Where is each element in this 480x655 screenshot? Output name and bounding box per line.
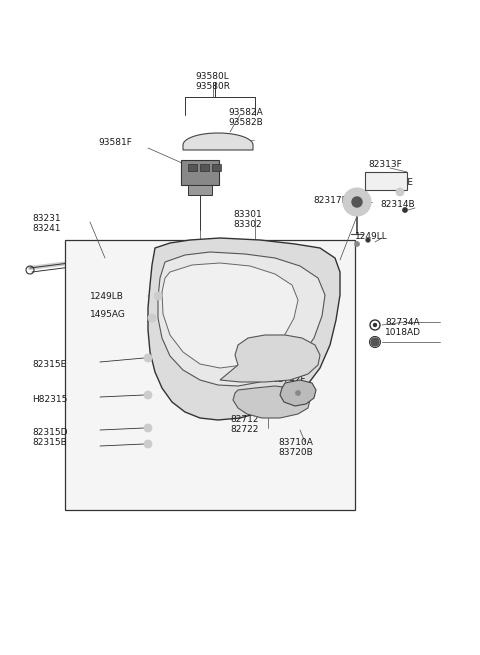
Polygon shape: [183, 133, 253, 150]
Bar: [365, 172, 407, 190]
Text: 93582A
93582B: 93582A 93582B: [228, 108, 263, 128]
Circle shape: [373, 324, 376, 326]
Polygon shape: [162, 263, 298, 368]
Bar: [188, 185, 212, 195]
Circle shape: [371, 338, 379, 346]
Polygon shape: [148, 238, 340, 420]
Text: 82315D
82315B: 82315D 82315B: [32, 428, 68, 447]
Text: 83231
83241: 83231 83241: [32, 214, 60, 233]
Circle shape: [355, 242, 360, 246]
Circle shape: [144, 424, 152, 432]
Text: 82712
82722: 82712 82722: [230, 415, 259, 434]
Text: 82315E: 82315E: [32, 360, 66, 369]
Text: 83301
83302: 83301 83302: [233, 210, 262, 229]
Circle shape: [367, 238, 370, 242]
Circle shape: [148, 314, 156, 322]
Bar: [65, 240, 355, 510]
Circle shape: [144, 354, 152, 362]
Polygon shape: [158, 252, 325, 386]
Text: 1495AG: 1495AG: [90, 310, 126, 319]
Text: 93581F: 93581F: [98, 138, 132, 147]
Bar: [181, 160, 219, 185]
Text: 82313F: 82313F: [368, 160, 402, 169]
Circle shape: [154, 292, 162, 300]
Circle shape: [144, 391, 152, 399]
Text: 1249LB: 1249LB: [90, 292, 124, 301]
Text: 1249EE: 1249EE: [380, 178, 414, 187]
Bar: [200, 164, 209, 171]
Circle shape: [352, 197, 362, 207]
Circle shape: [365, 238, 371, 242]
Circle shape: [144, 440, 152, 448]
Bar: [212, 164, 221, 171]
Text: 82734A
1018AD: 82734A 1018AD: [385, 318, 421, 337]
Polygon shape: [233, 386, 310, 418]
Circle shape: [403, 208, 408, 212]
Text: H82315: H82315: [32, 395, 67, 404]
Bar: [188, 164, 197, 171]
Circle shape: [343, 188, 371, 216]
Text: 82314B: 82314B: [380, 200, 415, 209]
Text: 93580L
93580R: 93580L 93580R: [195, 72, 230, 92]
Circle shape: [296, 390, 300, 396]
Circle shape: [396, 188, 404, 196]
Circle shape: [403, 208, 407, 212]
Polygon shape: [280, 380, 316, 406]
Text: 83710A
83720B: 83710A 83720B: [278, 438, 313, 457]
Text: 82317D: 82317D: [313, 196, 348, 205]
Text: 1249LL: 1249LL: [355, 232, 388, 241]
Polygon shape: [220, 335, 320, 382]
Text: 82741F
82742F: 82741F 82742F: [272, 365, 306, 384]
